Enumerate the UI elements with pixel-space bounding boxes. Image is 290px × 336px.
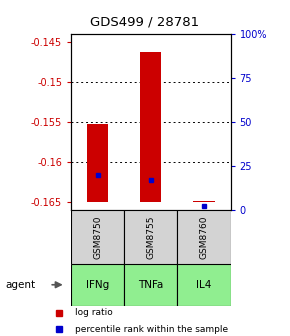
Bar (87, 124, 108, 202)
Text: GSM8755: GSM8755 (146, 215, 155, 259)
Text: GSM8760: GSM8760 (200, 215, 209, 259)
Text: TNFa: TNFa (138, 280, 164, 290)
Text: GDS499 / 28781: GDS499 / 28781 (90, 15, 200, 28)
Bar (71, 210, 124, 264)
Text: IL4: IL4 (196, 280, 212, 290)
Text: log ratio: log ratio (75, 308, 113, 318)
Bar (140, 52, 162, 202)
Bar (193, 201, 215, 202)
Text: IFNg: IFNg (86, 280, 109, 290)
Bar (177, 210, 231, 264)
Text: GSM8750: GSM8750 (93, 215, 102, 259)
Bar (71, 264, 124, 306)
Text: agent: agent (6, 280, 36, 290)
Bar (177, 264, 231, 306)
Bar (124, 264, 177, 306)
Bar (124, 210, 177, 264)
Text: percentile rank within the sample: percentile rank within the sample (75, 325, 229, 334)
